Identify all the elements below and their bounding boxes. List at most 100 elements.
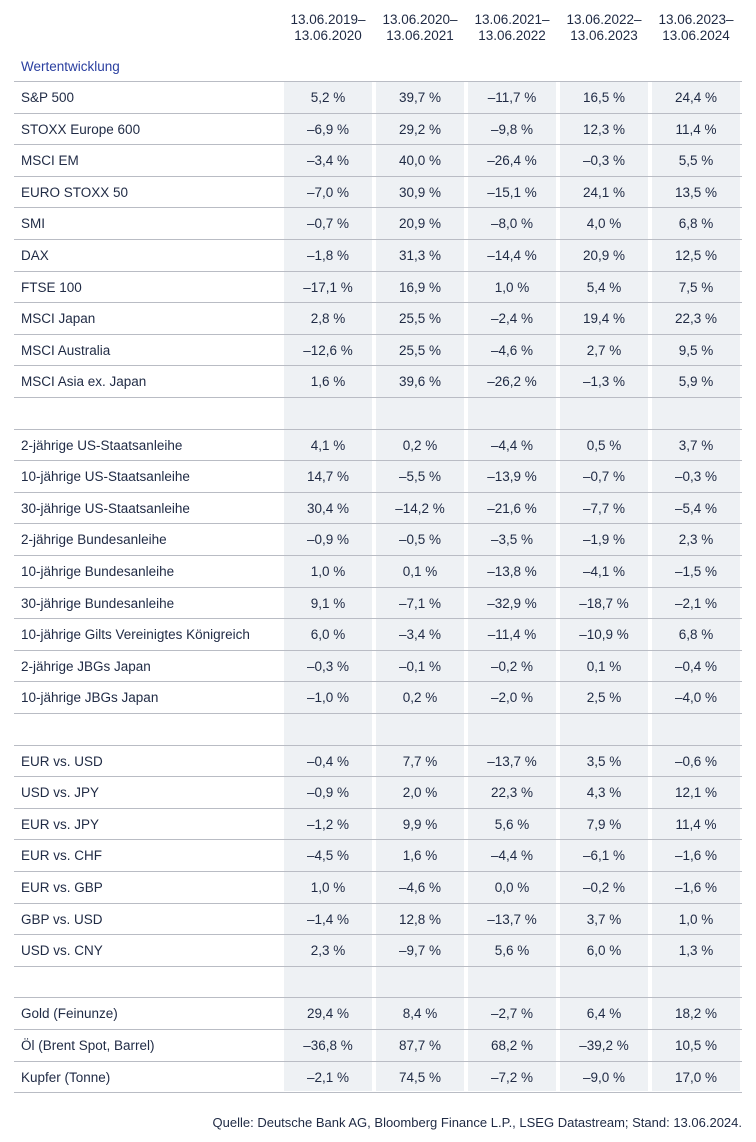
table-row: STOXX Europe 600 –6,9 % 29,2 % –9,8 % 12,3 %… <box>14 113 742 144</box>
value-cell: 11,4 % <box>675 817 717 832</box>
column-header-line2: 13.06.2020 <box>294 28 362 43</box>
value-cell: 3,7 % <box>678 438 714 453</box>
column-header: 13.06.2022– 13.06.2023 <box>556 12 652 44</box>
column-header: 13.06.2023– 13.06.2024 <box>648 12 744 44</box>
value-cell: 1,3 % <box>678 943 714 958</box>
value-cell: –5,5 % <box>398 469 442 484</box>
value-cell: –2,0 % <box>490 690 534 705</box>
value-cell: –11,7 % <box>487 90 537 105</box>
value-cell: –0,3 % <box>306 659 350 674</box>
value-cell: –2,4 % <box>490 311 534 326</box>
value-cell: –7,1 % <box>398 596 442 611</box>
table-row: 30-jährige Bundesanleihe 9,1 % –7,1 % –32,9… <box>14 587 742 618</box>
table-row: 10-jährige JBGs Japan –1,0 % 0,2 % –2,0 % 2,… <box>14 681 742 714</box>
row-label: USD vs. JPY <box>21 785 100 800</box>
value-cell: 25,5 % <box>398 343 442 358</box>
value-cell: 31,3 % <box>398 248 442 263</box>
row-label: DAX <box>21 248 49 263</box>
value-cell: 24,4 % <box>674 90 718 105</box>
value-cell: 4,3 % <box>586 785 622 800</box>
value-cell: 25,5 % <box>398 311 442 326</box>
value-cell: 68,2 % <box>490 1038 534 1053</box>
value-cell: –1,3 % <box>582 374 626 389</box>
row-label: Kupfer (Tonne) <box>21 1070 111 1085</box>
value-cell: –3,4 % <box>398 627 442 642</box>
value-cell: 10,5 % <box>674 1038 718 1053</box>
row-label: Gold (Feinunze) <box>21 1006 118 1021</box>
value-cell: 16,9 % <box>398 280 442 295</box>
column-header-line1: 13.06.2019– <box>290 12 366 27</box>
value-cell: –1,0 % <box>306 690 350 705</box>
table-row: 10-jährige Gilts Vereinigtes Königreich 6… <box>14 618 742 650</box>
value-cell: 12,8 % <box>398 912 442 927</box>
row-label: 10-jährige US-Staatsanleihe <box>21 469 190 484</box>
value-cell: 29,4 % <box>306 1006 350 1021</box>
value-cell: 7,5 % <box>678 280 714 295</box>
value-cell: 12,1 % <box>674 785 718 800</box>
value-cell: 0,2 % <box>402 690 438 705</box>
value-cell: 7,9 % <box>586 817 622 832</box>
row-label: MSCI Australia <box>21 343 111 358</box>
row-label: USD vs. CNY <box>21 943 103 958</box>
table-row: SMI –0,7 % 20,9 % –8,0 % 4,0 % 6,8 % <box>14 207 742 239</box>
value-cell: –26,4 % <box>487 153 537 168</box>
value-cell: –8,0 % <box>490 216 534 231</box>
value-cell: 30,9 % <box>398 185 442 200</box>
row-label: S&P 500 <box>21 90 75 105</box>
value-cell: –2,1 % <box>306 1070 350 1085</box>
table-row: EUR vs. USD –0,4 % 7,7 % –13,7 % 3,5 % –0,6 % <box>14 745 742 776</box>
column-header-line1: 13.06.2021– <box>474 12 550 27</box>
column-shade-3 <box>468 81 556 1091</box>
value-cell: 1,0 % <box>678 912 714 927</box>
value-cell: –4,4 % <box>490 438 534 453</box>
value-cell: –3,5 % <box>490 532 534 547</box>
value-cell: 16,5 % <box>582 90 626 105</box>
value-cell: –4,6 % <box>490 343 534 358</box>
row-label: EUR vs. GBP <box>21 880 103 895</box>
value-cell: –9,8 % <box>490 122 534 137</box>
value-cell: 6,0 % <box>586 943 622 958</box>
row-label: 2-jährige JBGs Japan <box>21 659 151 674</box>
column-header: 13.06.2021– 13.06.2022 <box>464 12 560 44</box>
table-row: GBP vs. USD –1,4 % 12,8 % –13,7 % 3,7 % 1,0 % <box>14 903 742 934</box>
value-cell: –0,1 % <box>398 659 442 674</box>
value-cell: 8,4 % <box>402 1006 438 1021</box>
value-cell: –15,1 % <box>487 185 537 200</box>
value-cell: –1,2 % <box>306 817 350 832</box>
value-cell: 9,9 % <box>402 817 438 832</box>
column-header-line1: 13.06.2023– <box>658 12 734 27</box>
value-cell: 5,6 % <box>494 943 530 958</box>
value-cell: 5,5 % <box>678 153 714 168</box>
row-label: STOXX Europe 600 <box>21 122 141 137</box>
value-cell: 0,1 % <box>586 659 622 674</box>
value-cell: 17,0 % <box>674 1070 718 1085</box>
table-header: 13.06.2019– 13.06.2020 13.06.2020– 13.06… <box>0 12 756 48</box>
table-row: EUR vs. CHF –4,5 % 1,6 % –4,4 % –6,1 % –1,6 % <box>14 839 742 871</box>
value-cell: 5,6 % <box>494 817 530 832</box>
table-row: FTSE 100 –17,1 % 16,9 % 1,0 % 5,4 % 7,5 % <box>14 271 742 302</box>
row-label: 2-jährige Bundesanleihe <box>21 532 167 547</box>
value-cell: –1,5 % <box>674 564 718 579</box>
value-cell: 13,5 % <box>674 185 718 200</box>
value-cell: 6,8 % <box>678 216 714 231</box>
value-cell: –6,1 % <box>582 848 626 863</box>
value-cell: –13,8 % <box>487 564 537 579</box>
value-cell: 39,7 % <box>398 90 442 105</box>
row-label: MSCI Asia ex. Japan <box>21 374 147 389</box>
table-row: 30-jährige US-Staatsanleihe 30,4 % –14,2 %… <box>14 492 742 523</box>
value-cell: –4,0 % <box>674 690 718 705</box>
value-cell: –0,2 % <box>582 880 626 895</box>
value-cell: 2,3 % <box>678 532 714 547</box>
value-cell: 1,6 % <box>310 374 346 389</box>
value-cell: –0,7 % <box>582 469 626 484</box>
value-cell: 9,1 % <box>310 596 346 611</box>
value-cell: 0,1 % <box>402 564 438 579</box>
row-label: Öl (Brent Spot, Barrel) <box>21 1038 155 1053</box>
table-row: S&P 500 5,2 % 39,7 % –11,7 % 16,5 % 24,4 % <box>14 81 742 113</box>
value-cell: –1,8 % <box>306 248 350 263</box>
value-cell: 2,8 % <box>310 311 346 326</box>
value-cell: –7,7 % <box>582 501 626 516</box>
table-row: EUR vs. GBP 1,0 % –4,6 % 0,0 % –0,2 % –1,6 % <box>14 871 742 903</box>
source-footnote: Quelle: Deutsche Bank AG, Bloomberg Fina… <box>212 1115 742 1130</box>
value-cell: –0,5 % <box>398 532 442 547</box>
